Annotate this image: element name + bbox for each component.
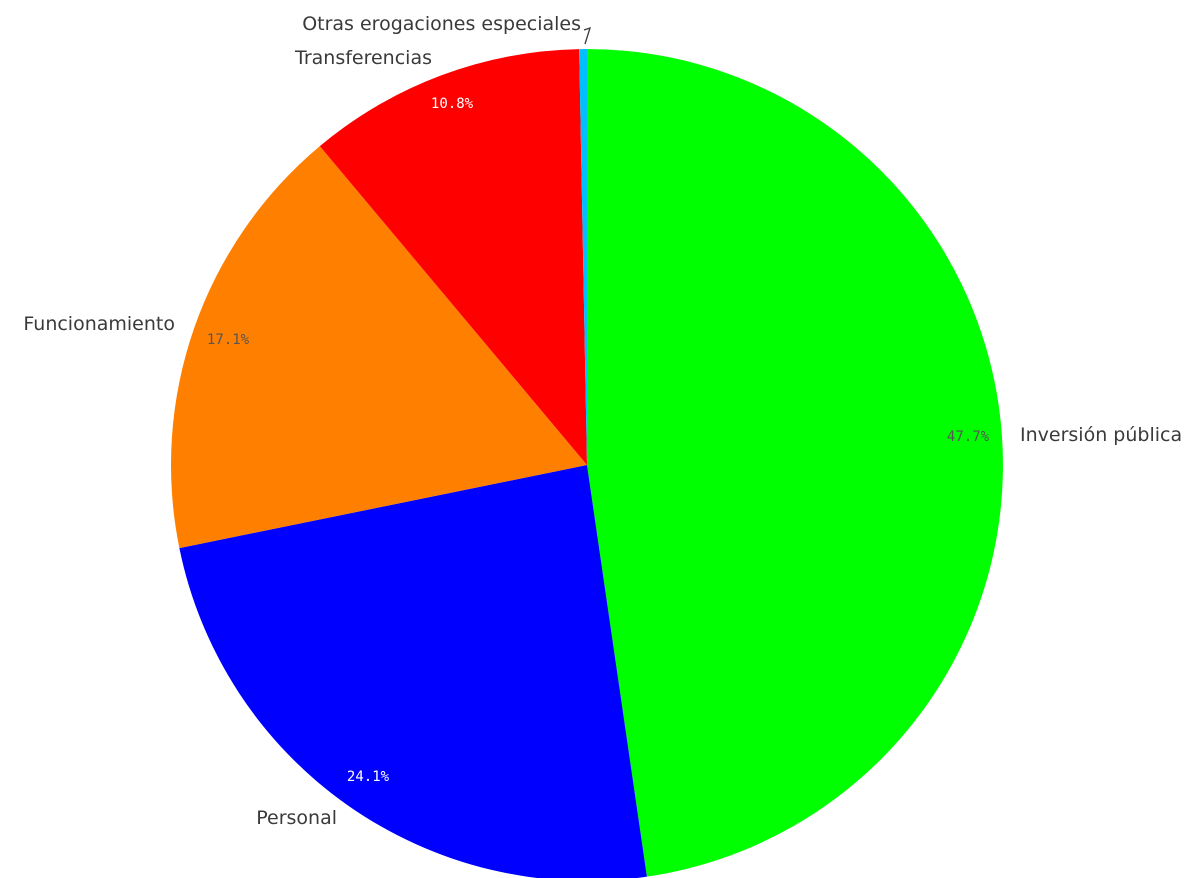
- pie-category-label-transferencias: Transferencias: [294, 47, 432, 69]
- pie-slice-personal[interactable]: [179, 465, 647, 878]
- pie-value-label-transferencias: 10.8%: [431, 96, 474, 112]
- pie-value-label-personal: 24.1%: [347, 769, 390, 785]
- pie-value-label-inversion-publica: 47.7%: [947, 429, 990, 445]
- pie-slices: [170, 48, 1003, 878]
- pie-category-label-otras-erogaciones-especiales: Otras erogaciones especiales: [302, 13, 581, 35]
- pie-slice-otras-erogaciones-especiales[interactable]: [579, 48, 587, 466]
- pie-value-labels: 47.7% 24.1% 17.1% 10.8%: [207, 96, 990, 785]
- pie-category-labels: Inversión pública Personal Funcionamiento T…: [23, 13, 1182, 829]
- pie-slice-transferencias[interactable]: [319, 49, 587, 465]
- pie-slice-inversion-publica[interactable]: [587, 49, 1003, 877]
- pie-slice-funcionamiento[interactable]: [170, 146, 588, 549]
- pie-category-label-inversion-publica: Inversión pública: [1020, 424, 1182, 446]
- pie-category-label-funcionamiento: Funcionamiento: [23, 313, 175, 335]
- pie-category-label-personal: Personal: [256, 807, 337, 829]
- pie-value-label-funcionamiento: 17.1%: [207, 332, 250, 348]
- pie-leader-line-otras-erogaciones-especiales: [583, 26, 591, 45]
